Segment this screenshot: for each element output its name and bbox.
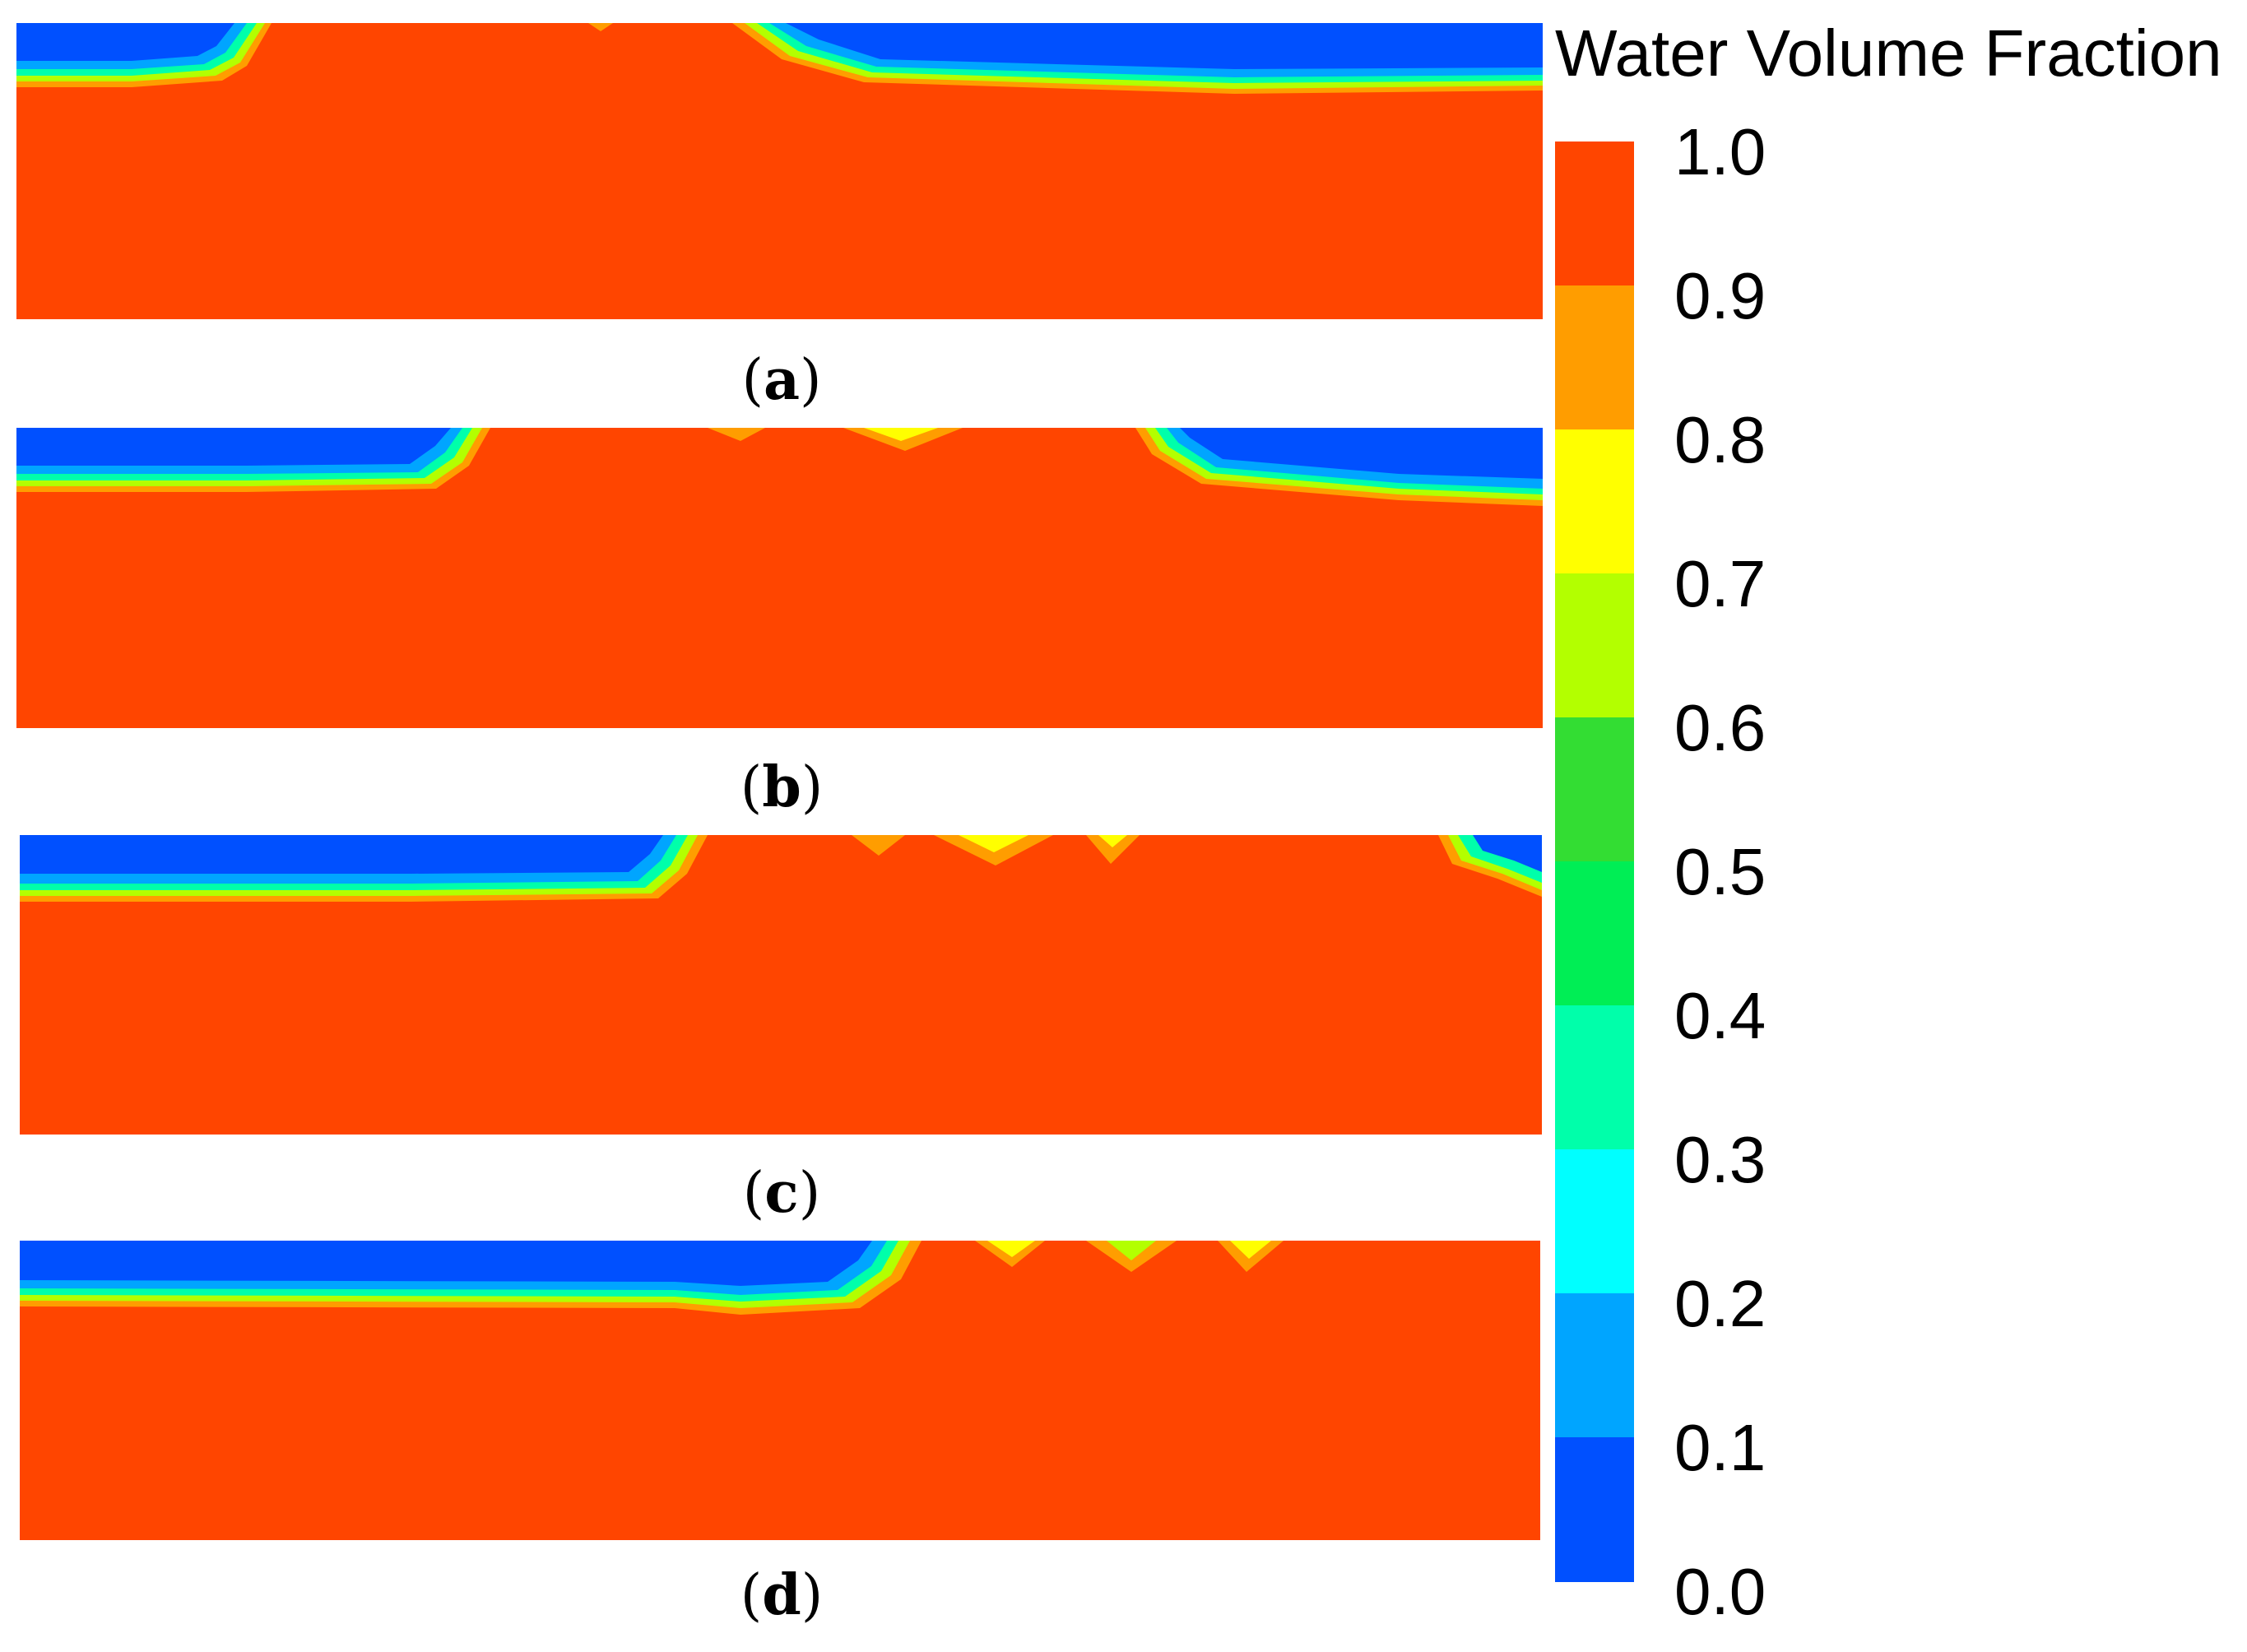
- color-bar-band-0: [1555, 142, 1634, 285]
- color-bar-band-6: [1555, 1005, 1634, 1149]
- panel-d-small-bump-2-core: [1107, 1241, 1156, 1260]
- panel-c-small-bump-1: [852, 835, 905, 856]
- panel-b-small-bump-3: [864, 428, 938, 441]
- panel-c-small-bump-3-core: [1098, 835, 1127, 847]
- panel-b: [16, 428, 1543, 728]
- tick-label-0-5: 0.5: [1674, 835, 1766, 908]
- color-bar-band-5: [1555, 861, 1634, 1005]
- panel-b-small-bump-1: [708, 428, 765, 441]
- tick-label-0-4: 0.4: [1674, 979, 1766, 1052]
- tick-label-0-6: 0.6: [1674, 691, 1766, 764]
- color-bar: [1555, 142, 1634, 1582]
- panel-c-air-pocket-left: [20, 835, 708, 902]
- panel-label-d: (d): [740, 1562, 824, 1628]
- panel-a-air-pocket-left: [16, 23, 272, 87]
- tick-label-0-2: 0.2: [1674, 1267, 1766, 1340]
- panel-d-small-bump-3-core: [1230, 1241, 1271, 1259]
- panel-c-small-bump-3: [1086, 835, 1140, 864]
- color-bar-band-9: [1555, 1437, 1634, 1582]
- color-bar-band-7: [1555, 1149, 1634, 1293]
- tick-label-1-0: 1.0: [1674, 115, 1766, 188]
- panel-a-small-bump: [588, 23, 613, 31]
- color-bar-band-2: [1555, 429, 1634, 573]
- tick-label-0-9: 0.9: [1674, 259, 1766, 332]
- panel-a: [16, 23, 1543, 319]
- panel-b-air-pocket-right: [1135, 428, 1543, 506]
- tick-label-0-7: 0.7: [1674, 547, 1766, 620]
- panel-label-a: (a): [741, 347, 821, 413]
- color-bar-band-3: [1555, 573, 1634, 717]
- tick-label-0-3: 0.3: [1674, 1123, 1766, 1196]
- color-bar-band-8: [1555, 1293, 1634, 1437]
- color-bar-ticks: 1.0 0.9 0.8 0.7 0.6 0.5 0.4 0.3 0.2 0.1 …: [1674, 115, 1766, 1628]
- tick-label-0-1: 0.1: [1674, 1411, 1766, 1484]
- legend-title: Water Volume Fraction: [1555, 16, 2222, 90]
- tick-label-0-8: 0.8: [1674, 403, 1766, 476]
- panel-label-c: (c): [743, 1160, 820, 1226]
- panel-label-b: (b): [740, 754, 824, 820]
- panel-b-air-pocket-left: [16, 428, 490, 492]
- panel-c-air-pocket-right: [1438, 835, 1542, 897]
- panel-d-small-bump-1-core: [987, 1241, 1035, 1257]
- panel-d: [20, 1241, 1540, 1540]
- tick-label-0-0: 0.0: [1674, 1555, 1766, 1628]
- color-bar-band-4: [1555, 717, 1634, 861]
- panel-c: [20, 835, 1542, 1135]
- color-bar-band-1: [1555, 285, 1634, 429]
- panel-c-small-bump-2-core: [959, 835, 1028, 852]
- panel-a-air-pocket-right: [732, 23, 1543, 94]
- panel-d-air-pocket-left: [20, 1241, 922, 1315]
